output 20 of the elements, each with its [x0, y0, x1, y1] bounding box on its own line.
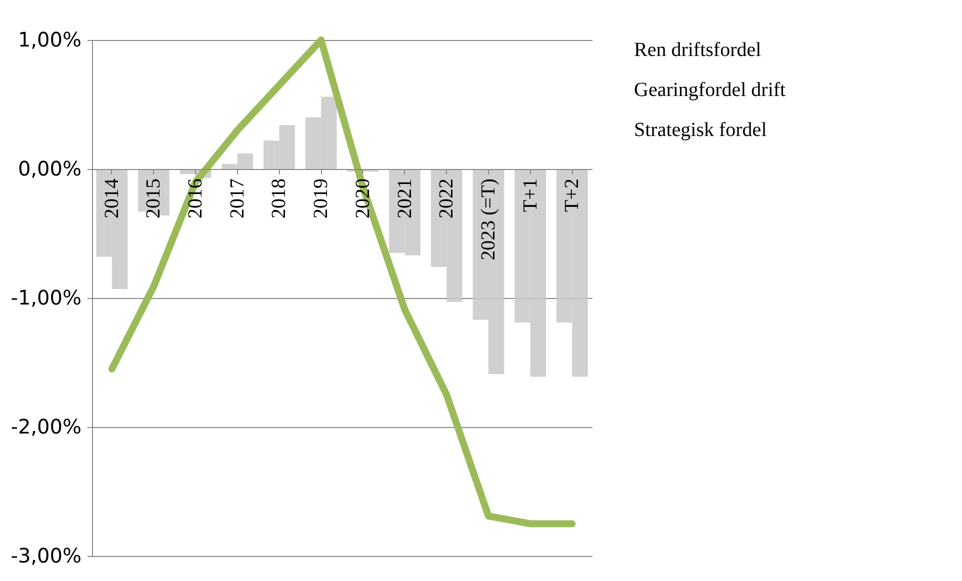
- x-tick-label: 2020: [352, 178, 374, 218]
- x-tick-label: 2022: [436, 178, 458, 218]
- text: Strategisk fordel: [634, 119, 768, 141]
- x-tick-label: 2015: [142, 178, 165, 218]
- y-tick-label: 0,00%: [18, 156, 82, 180]
- y-tick-label: -2,00%: [10, 414, 82, 438]
- text: Ren driftsfordel: [634, 39, 762, 61]
- y-tick-label: 1,00%: [18, 28, 82, 52]
- x-tick-label: 2019: [310, 178, 332, 218]
- y-tick-label: -3,00%: [10, 544, 82, 568]
- x-tick-label: T+1: [519, 178, 542, 212]
- x-tick-label: T+2: [561, 178, 584, 212]
- x-tick-label: 2016: [184, 178, 207, 218]
- x-tick-label: 2023 (=T): [477, 178, 500, 260]
- x-tick-label: 2017: [226, 178, 248, 218]
- x-tick-label: 2014: [100, 178, 123, 218]
- x-tick-label: 2018: [268, 178, 290, 218]
- y-tick-label: -1,00%: [10, 286, 82, 310]
- text: Gearingfordel drift: [634, 79, 786, 101]
- x-tick-label: 2021: [394, 178, 416, 218]
